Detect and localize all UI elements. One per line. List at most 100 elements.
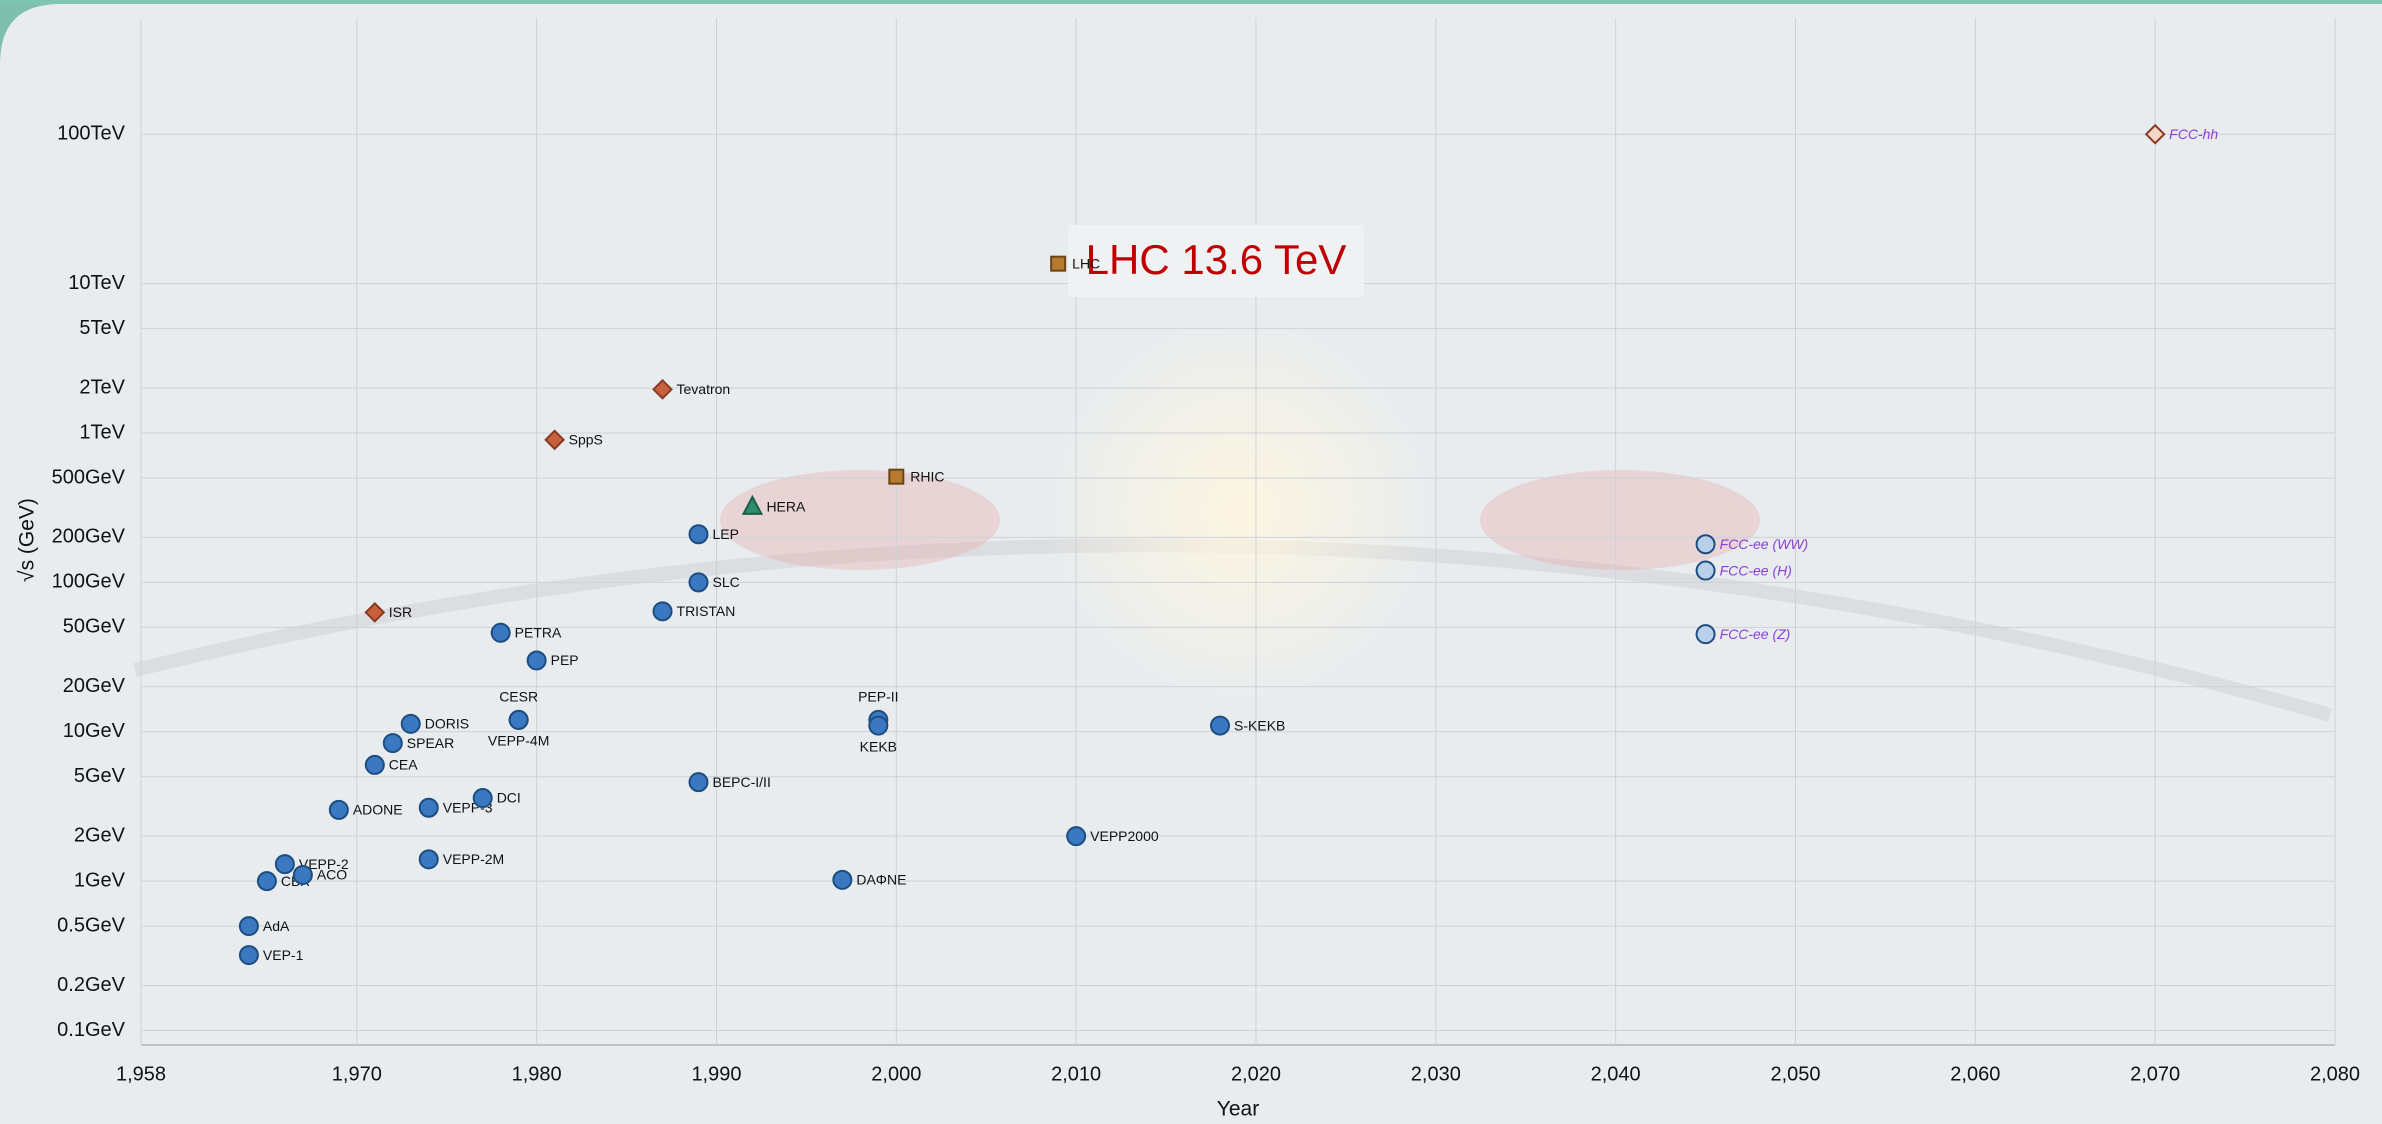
point-label: ADONE: [353, 802, 403, 818]
point-label: HERA: [766, 499, 806, 515]
point: [1695, 560, 1716, 581]
x-tick-label: 2,060: [1950, 1063, 2000, 1085]
y-tick-label: 5TeV: [79, 317, 125, 339]
y-tick-label: 200GeV: [52, 526, 126, 548]
point: [652, 378, 673, 400]
x-tick-label: 2,000: [871, 1063, 921, 1085]
top-strip: [0, 0, 2382, 4]
point: [238, 916, 259, 937]
y-tick-label: 2TeV: [79, 376, 125, 398]
point: [418, 849, 439, 870]
x-tick-label: 2,020: [1231, 1063, 1281, 1085]
point-label: SLC: [712, 574, 739, 590]
point-label: Tevatron: [677, 381, 731, 397]
x-tick-label: 2,010: [1051, 1063, 1101, 1085]
point: [1210, 715, 1231, 736]
point-label: VEPP-4M: [488, 733, 549, 749]
decor-bunch: [1480, 470, 1760, 570]
point: [1050, 255, 1067, 272]
y-tick-label: 50GeV: [63, 616, 126, 638]
point: [1066, 826, 1087, 847]
point-label: SppS: [569, 432, 603, 448]
point-label: S-KEKB: [1234, 717, 1285, 733]
point: [868, 715, 889, 736]
point: [832, 869, 853, 890]
point: [1695, 624, 1716, 645]
point-label: VEPP2000: [1090, 828, 1159, 844]
point: [418, 797, 439, 818]
point-label: CEA: [389, 757, 418, 773]
point-label: SPEAR: [407, 735, 454, 751]
point: [526, 650, 547, 671]
point-label: VEPP-2: [299, 856, 349, 872]
point-label: DORIS: [425, 716, 469, 732]
point-label: VEP-1: [263, 947, 304, 963]
x-tick-label: 2,080: [2310, 1063, 2360, 1085]
y-tick-label: 100TeV: [57, 123, 125, 145]
decor-bunch: [720, 470, 1000, 570]
point-label: RHIC: [910, 468, 944, 484]
point-label: PEP: [551, 652, 579, 668]
annotation: LHC 13.6 TeV: [1086, 236, 1347, 283]
point-label: LEP: [712, 526, 738, 542]
point-label: DCI: [497, 790, 521, 806]
point: [256, 871, 277, 892]
x-tick-label: 1,990: [691, 1063, 741, 1085]
point: [274, 854, 295, 875]
y-tick-label: 20GeV: [63, 675, 126, 697]
point: [2144, 123, 2166, 145]
y-tick-label: 1TeV: [79, 421, 125, 443]
x-tick-label: 2,070: [2130, 1063, 2180, 1085]
point-label: ISR: [389, 604, 412, 620]
point: [652, 601, 673, 622]
y-tick-label: 500GeV: [52, 466, 126, 488]
point-label: DAΦNE: [856, 872, 906, 888]
y-tick-label: 0.5GeV: [57, 914, 125, 936]
x-tick-label: 2,050: [1770, 1063, 1820, 1085]
x-tick-label: 1,980: [512, 1063, 562, 1085]
point-label: VEPP-2M: [443, 851, 504, 867]
point: [364, 601, 386, 623]
y-tick-label: 10TeV: [68, 272, 125, 294]
point-label: FCC-ee (Z): [1720, 626, 1791, 642]
point-label: LHC: [1072, 255, 1100, 271]
point: [688, 524, 709, 545]
point: [544, 429, 566, 451]
point-label: BEPC-I/II: [712, 774, 770, 790]
x-tick-label: 2,030: [1411, 1063, 1461, 1085]
point-label: PETRA: [515, 624, 562, 640]
point-label: FCC-ee (H): [1720, 562, 1792, 578]
point: [490, 622, 511, 643]
point: [328, 799, 349, 820]
y-tick-label: 5GeV: [74, 765, 126, 787]
y-tick-label: 1GeV: [74, 869, 126, 891]
decor-glow: [1040, 310, 1440, 710]
point: [688, 772, 709, 793]
annotation-box: [1068, 225, 1364, 297]
point: [1695, 534, 1716, 555]
point: [741, 494, 764, 515]
point-label: CESR: [499, 689, 538, 705]
point-label: KEKB: [860, 738, 897, 754]
point: [400, 713, 421, 734]
point: [238, 945, 259, 966]
point: [292, 864, 313, 885]
point: [382, 733, 403, 754]
point: [472, 788, 493, 809]
point: [888, 468, 905, 485]
y-tick-label: 2GeV: [74, 824, 126, 846]
point-label: PEP-II: [858, 689, 898, 705]
point-label: FCC-hh: [2169, 126, 2218, 142]
point: [508, 709, 529, 730]
point: [688, 572, 709, 593]
x-tick-label: 1,958: [116, 1063, 166, 1085]
point-label: AdA: [263, 918, 290, 934]
point: [364, 754, 385, 775]
point-label: TRISTAN: [677, 603, 736, 619]
point-label: FCC-ee (WW): [1720, 536, 1809, 552]
x-axis-label: Year: [1217, 1098, 1259, 1121]
y-tick-label: 100GeV: [52, 571, 126, 593]
y-tick-label: 0.1GeV: [57, 1019, 125, 1041]
